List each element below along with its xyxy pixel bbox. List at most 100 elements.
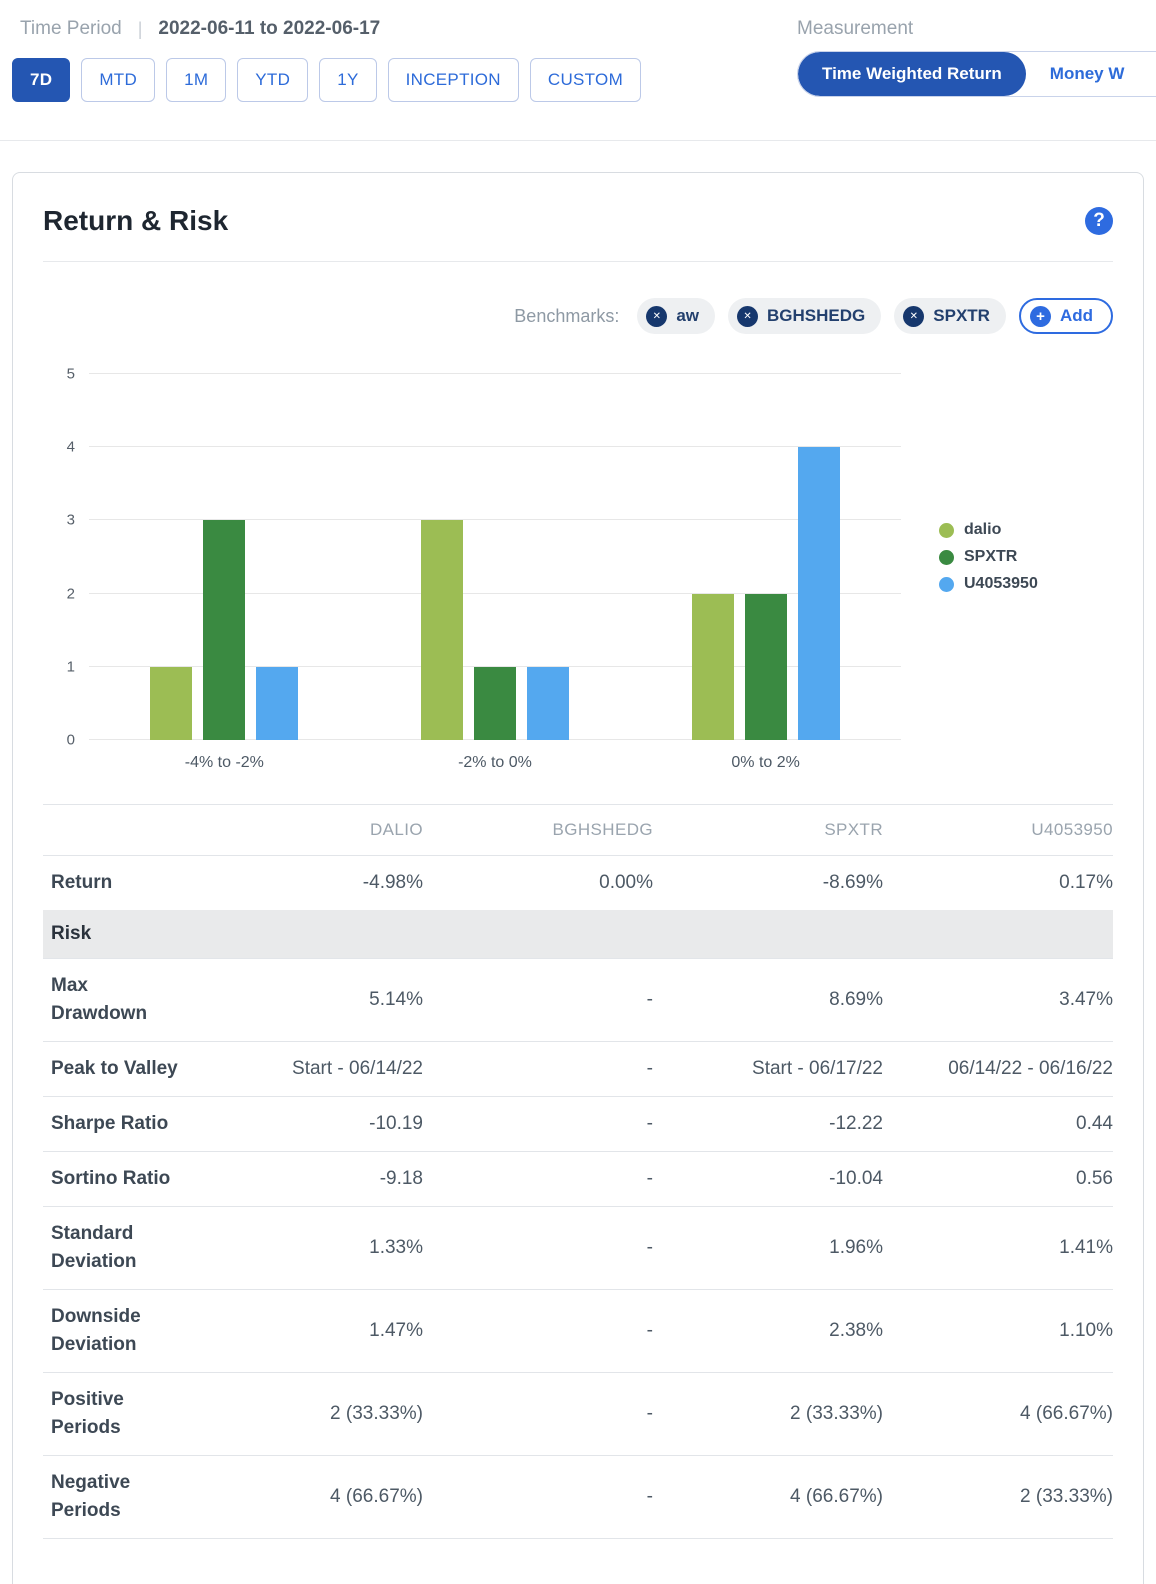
legend-dot (939, 522, 954, 538)
time-button-inception[interactable]: INCEPTION (387, 58, 519, 102)
column-header: DALIO (369, 820, 423, 839)
cell-value: 8.69% (829, 989, 883, 1010)
legend-item-u4053950: U4053950 (939, 575, 1089, 593)
row-label: Downside Deviation (51, 1306, 141, 1355)
remove-benchmark-icon[interactable]: ✕ (737, 305, 759, 327)
table-row: Sortino Ratio -9.18 - -10.04 0.56 (43, 1151, 1113, 1206)
measurement-option-money-w[interactable]: Money W (1025, 52, 1149, 96)
chart-legend: dalio SPXTR U4053950 (939, 521, 1089, 593)
table-row: Standard Deviation 1.33% - 1.96% 1.41% (43, 1206, 1113, 1289)
row-label: Standard Deviation (51, 1223, 137, 1272)
add-benchmark-button[interactable]: + Add (1018, 298, 1113, 334)
add-benchmark-label: Add (1059, 306, 1093, 325)
gridline (89, 519, 901, 521)
bar-group: -4% to -2% (150, 374, 299, 771)
bars (691, 374, 840, 740)
benchmark-chip-spxtr[interactable]: ✕ SPXTR (894, 298, 1006, 334)
gridline (89, 446, 901, 448)
bar-u4053950 (526, 666, 569, 740)
row-label: Max Drawdown (51, 975, 148, 1024)
time-button-1m[interactable]: 1M (166, 58, 227, 102)
cell-value: 1.10% (1059, 1320, 1113, 1341)
remove-benchmark-icon[interactable]: ✕ (903, 305, 925, 327)
bar-group: 0% to 2% (691, 374, 840, 771)
measurement-toggle: Time Weighted Return Money W (797, 51, 1156, 97)
legend-dot (939, 549, 954, 565)
header-separator (0, 140, 1156, 141)
benchmark-chip-bghshedg[interactable]: ✕ BGHSHEDG (728, 298, 882, 334)
cell-value: 4 (66.67%) (790, 1486, 883, 1507)
time-button-7d[interactable]: 7D (12, 58, 71, 102)
section-row: Risk (43, 910, 1113, 958)
cell-value: 2 (33.33%) (790, 1403, 883, 1424)
cell-value: - (646, 989, 653, 1010)
bar-spxtr (203, 520, 246, 740)
cell-value: 1.41% (1059, 1237, 1113, 1258)
header-divider: | (137, 18, 143, 39)
cell-value: 0.44 (1076, 1113, 1113, 1134)
legend-dot (939, 576, 954, 592)
page-title: Return & Risk (43, 205, 229, 236)
remove-benchmark-icon[interactable]: ✕ (646, 305, 668, 327)
table-row: Max Drawdown 5.14% - 8.69% 3.47% (43, 958, 1113, 1041)
column-header (43, 819, 193, 841)
cell-value: Start - 06/14/22 (292, 1058, 423, 1079)
cell-value: 1.33% (369, 1237, 423, 1258)
cell-value: 5.14% (369, 989, 423, 1010)
time-button-ytd[interactable]: YTD (237, 58, 309, 102)
cell-value: - (646, 1320, 653, 1341)
title-separator (43, 261, 1113, 262)
legend-item-dalio: dalio (939, 521, 1089, 539)
table-row: Downside Deviation 1.47% - 2.38% 1.10% (43, 1289, 1113, 1372)
cell-value: 3.47% (1059, 989, 1113, 1010)
time-button-1y[interactable]: 1Y (319, 58, 377, 102)
time-period-buttons: 7D MTD 1M YTD 1Y INCEPTION CUSTOM (12, 58, 642, 102)
benchmark-chip-label: BGHSHEDG (767, 306, 866, 325)
bar-u4053950 (797, 447, 840, 740)
bar-u4053950 (256, 666, 299, 740)
bar-dalio (691, 593, 734, 740)
category-label: 0% to 2% (731, 754, 800, 771)
benchmark-chip-aw[interactable]: ✕ aw (637, 298, 716, 334)
measurement-label: Measurement (797, 18, 914, 39)
legend-label: SPXTR (964, 548, 1018, 565)
cell-value: - (646, 1486, 653, 1507)
y-tick-label: 2 (66, 585, 75, 603)
gridline (89, 373, 901, 374)
bars (150, 374, 299, 740)
y-axis: 0 1 2 3 4 5 (43, 366, 89, 749)
cell-value: -12.22 (829, 1113, 883, 1134)
time-button-mtd[interactable]: MTD (81, 58, 156, 102)
cell-value: 4 (66.67%) (1020, 1403, 1113, 1424)
cell-value: - (646, 1237, 653, 1258)
legend-label: dalio (964, 521, 1002, 538)
bar-spxtr (473, 666, 516, 740)
table-header-row: DALIO BGHSHEDG SPXTR U4053950 (43, 804, 1113, 855)
chart-plot: -4% to -2% -2% to 0% 0% to 2% (89, 373, 901, 771)
legend-item-spxtr: SPXTR (939, 548, 1089, 566)
cell-value: 06/14/22 - 06/16/22 (948, 1058, 1113, 1079)
row-label: Return (51, 872, 113, 893)
cell-value: - (646, 1403, 653, 1424)
help-icon[interactable]: ? (1085, 207, 1113, 235)
add-icon: + (1029, 305, 1051, 327)
cell-value: Start - 06/17/22 (752, 1058, 883, 1079)
cell-value: -4.98% (362, 872, 423, 893)
measurement-option-time-weighted-return[interactable]: Time Weighted Return (798, 52, 1026, 96)
benchmarks-row: Benchmarks: ✕ aw ✕ BGHSHEDG ✕ SPXTR + Add (43, 298, 1113, 334)
time-period-header: Time Period | 2022-06-11 to 2022-06-17 (20, 18, 380, 40)
risk-table: DALIO BGHSHEDG SPXTR U4053950 Return -4.98% 0.… (43, 804, 1113, 1539)
cell-value: - (646, 1058, 653, 1079)
benchmark-chip-label: aw (676, 306, 700, 325)
y-tick-label: 0 (66, 731, 75, 749)
y-tick-label: 4 (66, 438, 75, 456)
cell-value: -10.19 (369, 1113, 423, 1134)
section-label: Risk (51, 923, 92, 944)
row-label: Negative Periods (51, 1472, 131, 1521)
column-header: SPXTR (824, 820, 883, 839)
time-button-custom[interactable]: CUSTOM (529, 58, 642, 102)
cell-value: -9.18 (379, 1168, 423, 1189)
cell-value: 2 (33.33%) (330, 1403, 423, 1424)
cell-value: - (646, 1168, 653, 1189)
